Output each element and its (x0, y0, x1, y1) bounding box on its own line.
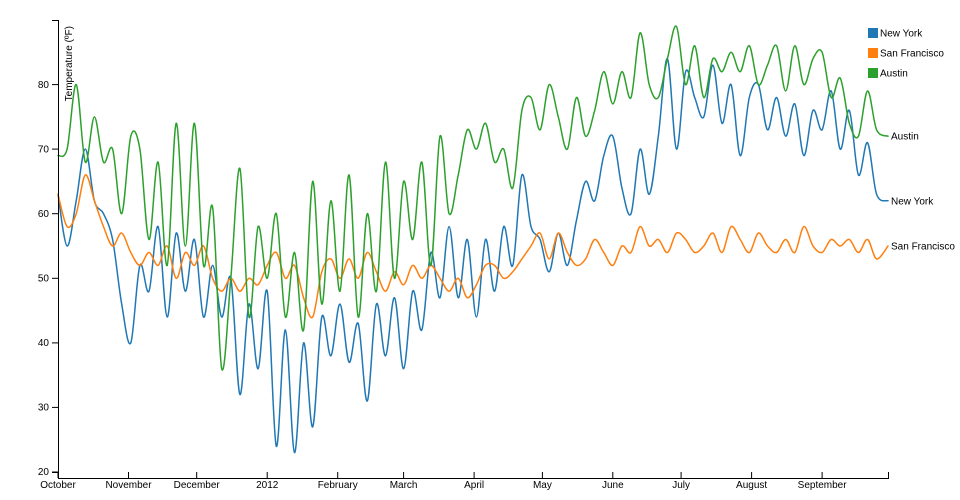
x-tick-label: November (105, 480, 152, 491)
x-tick-label: February (318, 480, 358, 491)
y-tick: 70 (38, 144, 58, 155)
x-tick: July (672, 472, 690, 491)
x-tick: February (318, 472, 358, 491)
plot-area: New York San Francisco Austin October Novem… (38, 20, 955, 491)
x-axis: October November December 2012 February March… (40, 472, 889, 491)
x-tick-label: December (174, 480, 221, 491)
series-line-new-york (57, 57, 889, 454)
legend-swatch (868, 48, 878, 58)
y-tick: 30 (38, 403, 58, 414)
legend-label: Austin (880, 69, 908, 80)
x-tick-label: July (672, 480, 690, 491)
y-tick-label: 20 (38, 467, 50, 478)
y-tick-label: 40 (38, 338, 50, 349)
legend-label: New York (880, 29, 923, 40)
x-tick: September (798, 472, 848, 491)
series-line-san-francisco (57, 174, 889, 319)
legend-item-san-francisco: San Francisco (868, 48, 944, 60)
y-tick-label: 50 (38, 274, 50, 285)
y-tick-label: 30 (38, 403, 50, 414)
x-tick: August (736, 472, 767, 491)
y-tick-label: 60 (38, 209, 50, 220)
x-tick: 2012 (256, 472, 279, 491)
x-tick: June (602, 472, 624, 491)
x-tick: May (533, 472, 552, 491)
y-tick: 50 (38, 274, 58, 285)
x-tick: April (464, 472, 484, 491)
legend-swatch (868, 68, 878, 78)
legend: New York San Francisco Austin (868, 28, 944, 80)
series-layer (57, 25, 889, 454)
end-label-san-francisco: San Francisco (891, 242, 955, 253)
x-tick: March (390, 472, 418, 491)
y-axis: 20 30 40 50 60 70 80 (38, 20, 59, 478)
end-label-new-york: New York (891, 196, 934, 207)
x-tick-label: 2012 (256, 480, 279, 491)
end-label-layer: New York San Francisco Austin (891, 132, 955, 253)
y-tick: 20 (38, 467, 58, 478)
x-tick-label: June (602, 480, 624, 491)
x-tick-label: September (798, 480, 848, 491)
x-tick-label: August (736, 480, 767, 491)
legend-item-austin: Austin (868, 68, 908, 80)
y-axis-line (52, 20, 59, 473)
x-tick-label: October (40, 480, 76, 491)
x-tick-label: April (464, 480, 484, 491)
y-axis-title: Temperature (ºF) (64, 26, 75, 101)
legend-swatch (868, 28, 878, 38)
x-axis-line (58, 472, 889, 479)
legend-label: San Francisco (880, 49, 944, 60)
legend-item-new-york: New York (868, 28, 923, 40)
y-tick-label: 80 (38, 80, 50, 91)
y-tick-label: 70 (38, 144, 50, 155)
end-label-austin: Austin (891, 132, 919, 143)
series-line-austin (57, 25, 889, 371)
y-tick: 40 (38, 338, 58, 349)
x-tick: November (105, 472, 152, 491)
y-tick: 60 (38, 209, 58, 220)
y-tick: 80 (38, 80, 58, 91)
x-tick: December (174, 472, 221, 491)
x-tick-label: March (390, 480, 418, 491)
x-tick-label: May (533, 480, 552, 491)
